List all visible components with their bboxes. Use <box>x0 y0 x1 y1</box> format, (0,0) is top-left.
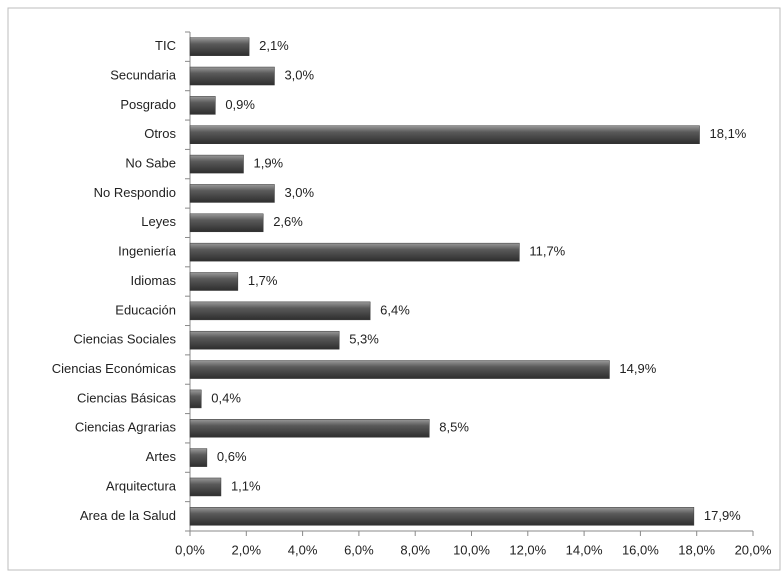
bar <box>189 37 250 56</box>
bar <box>189 419 430 438</box>
y-tick-label: Otros <box>144 126 176 141</box>
bar <box>189 360 610 379</box>
x-tick-label: 12,0% <box>509 542 546 557</box>
value-label: 3,0% <box>284 67 314 82</box>
x-tick-label: 20,0% <box>735 542 772 557</box>
value-label: 0,4% <box>211 390 241 405</box>
y-tick-label: TIC <box>155 38 176 53</box>
bar <box>189 154 244 174</box>
y-tick-label: No Respondio <box>94 185 176 200</box>
y-tick-label: Posgrado <box>120 97 176 112</box>
bar <box>189 330 340 350</box>
y-tick-label: Arquitectura <box>106 478 177 493</box>
bar <box>189 477 222 497</box>
bar <box>189 448 208 467</box>
x-tick-label: 8,0% <box>400 542 430 557</box>
x-tick-label: 14,0% <box>566 542 603 557</box>
bar <box>189 66 275 86</box>
value-label: 2,6% <box>273 214 303 229</box>
y-tick-label: Leyes <box>141 214 176 229</box>
bar <box>189 125 700 144</box>
value-label: 1,1% <box>231 478 261 493</box>
chart-frame <box>7 7 781 571</box>
bar <box>189 184 275 203</box>
y-tick-label: Ciencias Económicas <box>52 361 177 376</box>
y-tick-label: Ingeniería <box>118 244 177 259</box>
y-tick-label: Area de la Salud <box>80 508 176 523</box>
value-label: 0,9% <box>225 97 255 112</box>
y-tick-label: No Sabe <box>125 156 176 171</box>
bar <box>189 96 216 115</box>
x-tick-label: 4,0% <box>288 542 318 557</box>
bar <box>189 507 695 526</box>
x-tick-label: 6,0% <box>344 542 374 557</box>
x-tick-label: 18,0% <box>678 542 715 557</box>
value-label: 2,1% <box>259 38 289 53</box>
value-label: 14,9% <box>619 361 656 376</box>
y-tick-label: Ciencias Sociales <box>73 332 176 347</box>
x-tick-label: 16,0% <box>622 542 659 557</box>
bar <box>189 213 264 233</box>
value-label: 18,1% <box>710 126 747 141</box>
value-label: 17,9% <box>704 508 741 523</box>
bar <box>189 301 371 321</box>
bar <box>189 242 520 262</box>
bar <box>189 389 202 409</box>
value-label: 1,7% <box>248 273 278 288</box>
y-tick-label: Artes <box>146 449 177 464</box>
y-tick-label: Educación <box>115 302 176 317</box>
value-label: 0,6% <box>217 449 247 464</box>
value-label: 1,9% <box>253 156 283 171</box>
y-tick-label: Idiomas <box>130 273 176 288</box>
value-label: 11,7% <box>529 244 565 259</box>
bar <box>189 272 239 291</box>
x-tick-label: 10,0% <box>453 542 490 557</box>
value-label: 5,3% <box>349 332 379 347</box>
value-label: 8,5% <box>439 420 469 435</box>
x-tick-label: 2,0% <box>231 542 261 557</box>
y-tick-label: Secundaria <box>110 67 177 82</box>
x-tick-label: 0,0% <box>175 542 205 557</box>
y-tick-label: Ciencias Agrarias <box>75 420 177 435</box>
value-label: 6,4% <box>380 302 410 317</box>
y-tick-label: Ciencias Básicas <box>77 390 176 405</box>
value-label: 3,0% <box>284 185 314 200</box>
